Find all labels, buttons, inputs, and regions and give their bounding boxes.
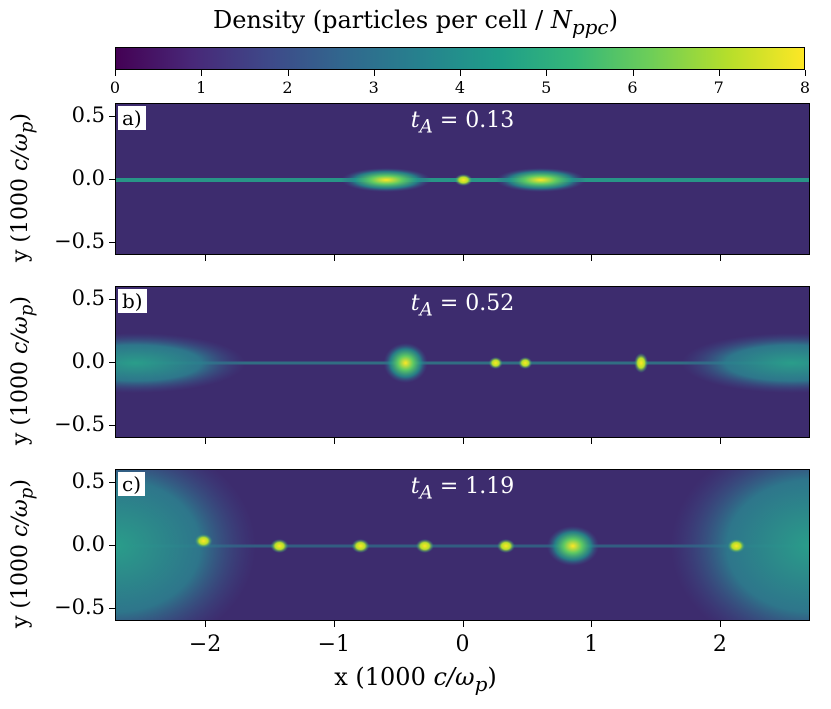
colorbar-tick-label: 0	[109, 78, 121, 97]
x-tick-mark	[591, 438, 593, 444]
x-tick-mark	[333, 621, 335, 627]
time-label-a: tA = 0.13	[410, 108, 515, 138]
ylabel-c: y (1000 c/ωp)	[8, 478, 38, 628]
x-tick-label: 0	[455, 632, 470, 657]
y-tick-label: 0.5	[71, 285, 105, 310]
panel-a: a) tA = 0.13	[115, 103, 810, 255]
y-tick-mark	[109, 362, 115, 363]
y-tick-label: −0.5	[54, 412, 105, 437]
panel-c: c) tA = 1.19	[115, 469, 810, 621]
panel-label-a: a)	[118, 106, 146, 130]
density-map-b	[116, 333, 809, 393]
x-tick-label: −2	[188, 632, 222, 657]
density-map-a	[116, 168, 809, 192]
y-tick-mark	[109, 425, 115, 427]
x-tick-mark	[205, 621, 207, 627]
x-tick-mark	[719, 438, 721, 444]
panel-b: b) tA = 0.52	[115, 286, 810, 438]
x-tick-mark	[591, 621, 593, 627]
panel-label-b: b)	[118, 289, 147, 313]
colorbar-tick-mark	[632, 70, 634, 76]
colorbar-tick-mark	[718, 70, 720, 76]
x-tick-mark	[719, 621, 721, 627]
x-tick-label: 1	[584, 632, 599, 657]
x-tick-mark	[591, 255, 593, 261]
plasmoid-small	[496, 539, 515, 553]
y-tick-label: 0.0	[71, 532, 105, 556]
outflow-left	[116, 333, 246, 393]
plasmoid-center	[454, 174, 473, 186]
x-tick-mark	[462, 255, 464, 261]
colorbar-tick-mark	[546, 70, 548, 76]
y-tick-mark	[109, 608, 115, 610]
y-tick-label: 0.0	[71, 349, 105, 373]
colorbar-tick-mark	[805, 70, 806, 76]
colorbar-tick-label: 2	[282, 78, 293, 97]
y-tick-label: −0.5	[54, 229, 105, 254]
y-tick-mark	[109, 545, 115, 546]
x-tick-mark	[205, 438, 207, 444]
plasmoid-large	[546, 526, 599, 566]
colorbar-tick-label: 7	[713, 78, 724, 97]
plasmoid-small	[518, 357, 533, 369]
plasmoid-right	[495, 168, 586, 192]
time-label-c: tA = 1.19	[410, 474, 515, 504]
outflow-right	[681, 333, 809, 393]
x-tick-mark	[462, 438, 464, 444]
colorbar	[115, 47, 805, 70]
colorbar-title: Density (particles per cell / Nppc)	[212, 6, 618, 39]
plasmoid-edge	[634, 353, 649, 373]
plasmoid-small	[270, 539, 289, 553]
colorbar-tick-mark	[287, 70, 289, 76]
density-map-c	[116, 470, 809, 620]
x-tick-label: −1	[317, 632, 350, 657]
plasmoid-small	[488, 357, 503, 369]
time-label-b: tA = 0.52	[410, 291, 515, 321]
y-tick-mark	[109, 179, 115, 180]
colorbar-tick-label: 4	[454, 78, 466, 97]
x-tick-mark	[205, 255, 207, 261]
current-sheet-line	[116, 544, 809, 548]
x-tick-mark	[462, 621, 464, 627]
x-tick-mark	[333, 255, 335, 261]
plasmoid-small	[415, 539, 434, 553]
colorbar-tick-mark	[460, 70, 461, 76]
colorbar-tick-label: 8	[799, 78, 811, 97]
ylabel-a: y (1000 c/ωp)	[8, 112, 38, 262]
plasmoid-large	[383, 343, 428, 383]
plasmoid-small	[194, 533, 213, 548]
x-axis-label: x (1000 c/ωp)	[334, 663, 497, 696]
x-tick-mark	[719, 255, 721, 261]
y-tick-mark	[109, 298, 115, 300]
y-tick-label: 0.5	[71, 102, 105, 127]
colorbar-tick-label: 5	[541, 78, 552, 97]
ylabel-b: y (1000 c/ωp)	[8, 295, 38, 445]
colorbar-tick-label: 6	[627, 78, 638, 97]
panel-label-c: c)	[118, 472, 146, 496]
outflow-left	[116, 470, 256, 620]
current-sheet-line	[116, 361, 809, 365]
colorbar-tick-mark	[115, 70, 116, 76]
y-tick-label: 0.5	[71, 468, 105, 493]
colorbar-tick-label: 1	[196, 78, 207, 97]
plasmoid-small	[727, 539, 746, 553]
y-tick-mark	[109, 242, 115, 244]
colorbar-tick-label: 3	[368, 78, 379, 97]
x-tick-label: 2	[712, 632, 727, 657]
colorbar-tick-mark	[201, 70, 203, 76]
x-tick-mark	[333, 438, 335, 444]
colorbar-tick-mark	[373, 70, 375, 76]
y-tick-label: 0.0	[71, 166, 105, 190]
y-tick-label: −0.5	[54, 595, 105, 620]
y-tick-mark	[109, 115, 115, 117]
y-tick-mark	[109, 481, 115, 483]
plasmoid-left	[341, 168, 432, 192]
plasmoid-small	[351, 539, 370, 553]
